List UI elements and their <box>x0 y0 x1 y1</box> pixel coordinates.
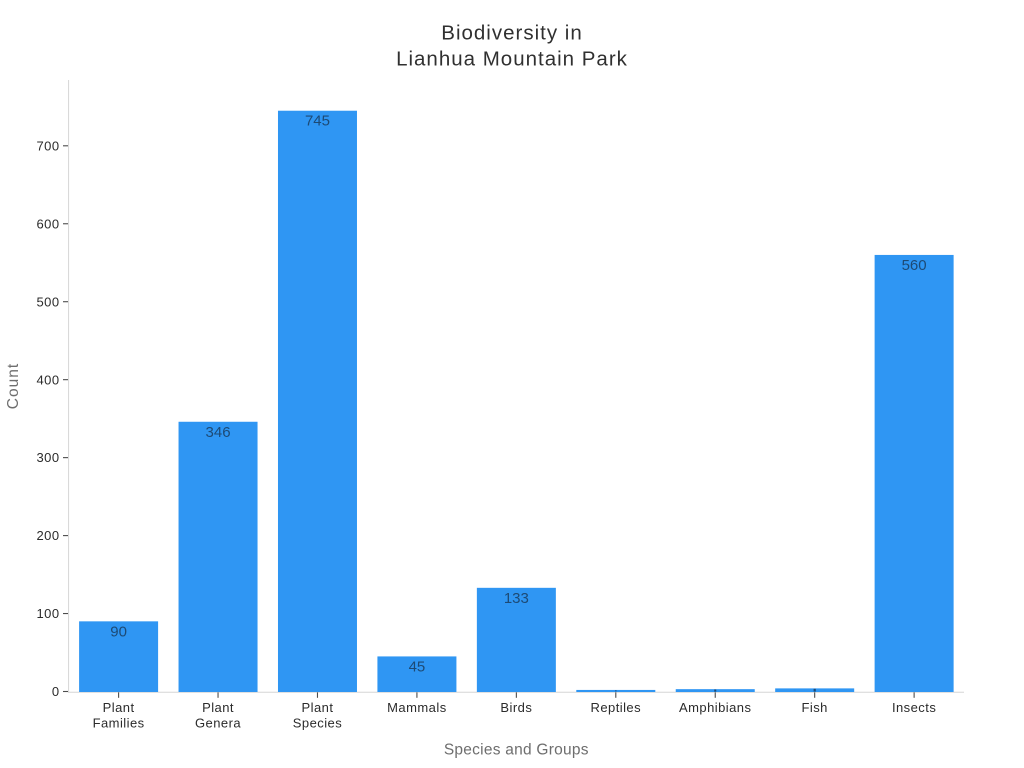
svg-text:Fish: Fish <box>802 700 828 715</box>
svg-text:Species: Species <box>293 716 342 731</box>
svg-text:600: 600 <box>36 216 59 231</box>
svg-text:Plant: Plant <box>202 700 234 715</box>
svg-text:0: 0 <box>52 684 60 699</box>
svg-text:Genera: Genera <box>195 716 241 731</box>
svg-text:Families: Families <box>93 716 145 731</box>
svg-text:45: 45 <box>409 658 426 675</box>
svg-text:Lianhua Mountain Park: Lianhua Mountain Park <box>396 48 628 71</box>
svg-text:Plant: Plant <box>103 700 135 715</box>
svg-text:Amphibians: Amphibians <box>679 700 751 715</box>
svg-text:745: 745 <box>305 113 330 130</box>
svg-text:Reptiles: Reptiles <box>591 700 642 715</box>
svg-text:300: 300 <box>36 450 59 465</box>
svg-text:Insects: Insects <box>892 700 936 715</box>
svg-text:Mammals: Mammals <box>387 700 447 715</box>
svg-text:346: 346 <box>206 424 231 441</box>
svg-text:200: 200 <box>36 528 59 543</box>
svg-text:Count: Count <box>5 363 22 409</box>
svg-text:Birds: Birds <box>500 700 532 715</box>
svg-text:Plant: Plant <box>302 700 334 715</box>
svg-text:Biodiversity in: Biodiversity in <box>441 21 582 44</box>
svg-text:700: 700 <box>36 138 59 153</box>
svg-text:400: 400 <box>36 372 59 387</box>
svg-text:500: 500 <box>36 294 59 309</box>
svg-text:100: 100 <box>36 606 59 621</box>
svg-text:Species and Groups: Species and Groups <box>444 741 589 758</box>
svg-text:90: 90 <box>110 623 127 640</box>
svg-text:560: 560 <box>902 257 927 274</box>
svg-text:133: 133 <box>504 590 529 607</box>
